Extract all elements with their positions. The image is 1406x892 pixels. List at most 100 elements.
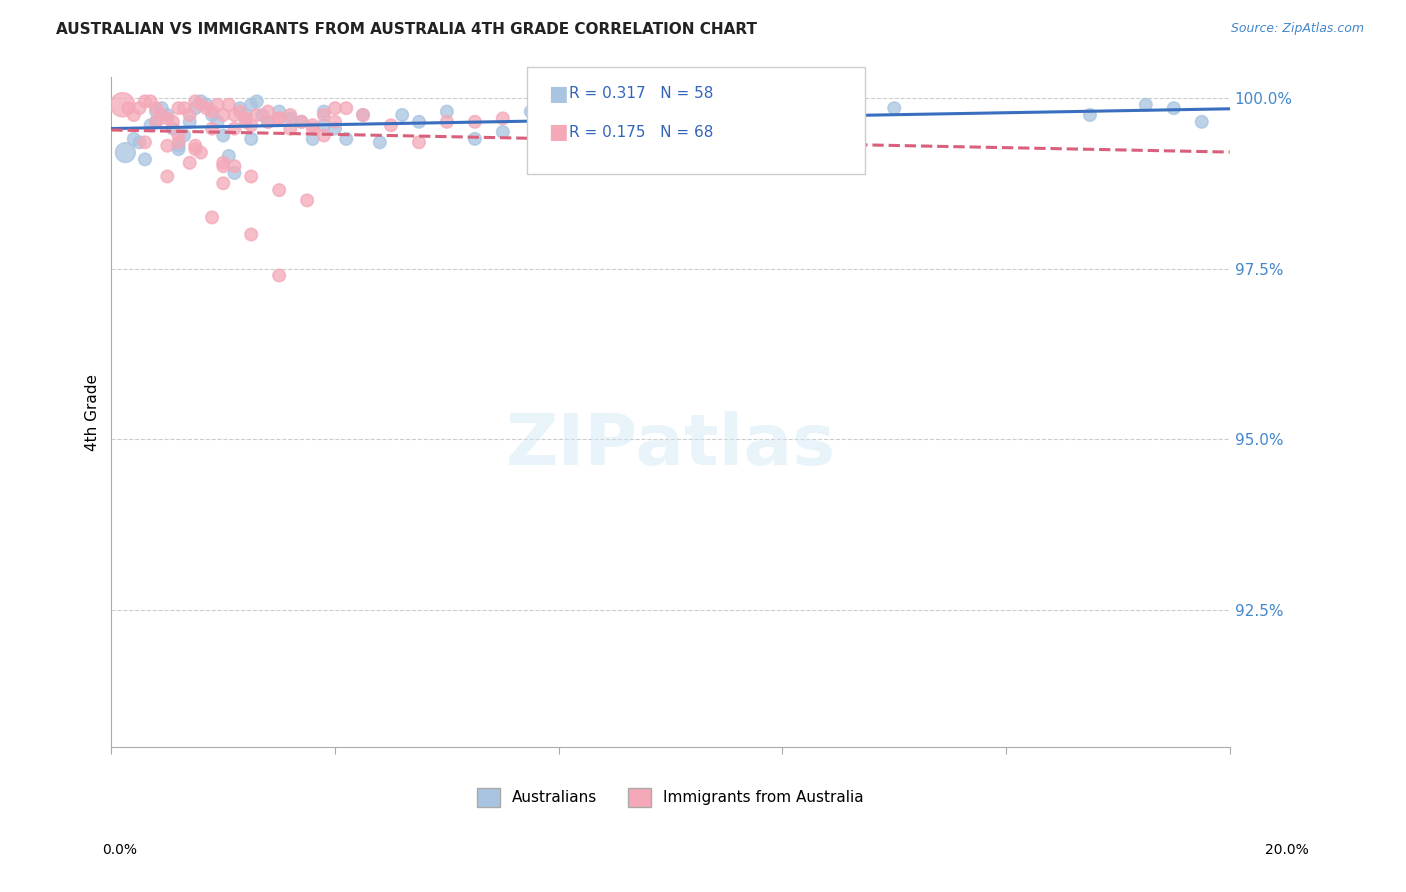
Point	[218, 149, 240, 163]
Point	[212, 128, 235, 143]
Point	[323, 101, 346, 115]
Point	[173, 128, 195, 143]
Point	[312, 128, 335, 143]
Point	[150, 108, 173, 122]
Point	[257, 115, 280, 129]
Point	[167, 128, 190, 143]
Point	[631, 128, 654, 143]
Point	[134, 136, 156, 150]
Point	[224, 166, 246, 180]
Point	[134, 153, 156, 167]
Point	[207, 97, 229, 112]
Point	[547, 112, 569, 126]
Point	[173, 101, 195, 115]
Point	[156, 169, 179, 184]
Point	[301, 132, 323, 146]
Point	[201, 104, 224, 119]
Point	[114, 145, 136, 160]
Text: ZIPatlas: ZIPatlas	[506, 411, 835, 480]
Point	[139, 118, 162, 132]
Point	[240, 227, 263, 242]
Text: 20.0%: 20.0%	[1264, 843, 1309, 857]
Point	[145, 115, 167, 129]
Point	[352, 108, 374, 122]
Point	[190, 95, 212, 109]
Point	[224, 108, 246, 122]
Point	[212, 108, 235, 122]
Point	[212, 156, 235, 170]
Point	[195, 101, 218, 115]
Point	[464, 132, 486, 146]
Point	[184, 138, 207, 153]
Point	[218, 97, 240, 112]
Point	[240, 97, 263, 112]
Point	[269, 112, 291, 126]
Point	[492, 125, 515, 139]
Point	[716, 104, 738, 119]
Point	[179, 108, 201, 122]
Point	[312, 104, 335, 119]
Legend: Australians, Immigrants from Australia: Australians, Immigrants from Australia	[471, 781, 870, 813]
Point	[280, 108, 302, 122]
Point	[246, 95, 269, 109]
Point	[145, 104, 167, 119]
Point	[240, 169, 263, 184]
Point	[156, 138, 179, 153]
Text: ■: ■	[548, 122, 568, 142]
Point	[257, 115, 280, 129]
Point	[408, 115, 430, 129]
Point	[352, 108, 374, 122]
Point	[1191, 115, 1213, 129]
Point	[391, 108, 413, 122]
Point	[575, 118, 598, 132]
Point	[201, 108, 224, 122]
Point	[212, 159, 235, 173]
Point	[603, 115, 626, 129]
Point	[257, 104, 280, 119]
Point	[368, 136, 391, 150]
Point	[883, 101, 905, 115]
Point	[520, 104, 543, 119]
Point	[827, 108, 849, 122]
Point	[128, 101, 150, 115]
Point	[167, 138, 190, 153]
Point	[117, 101, 139, 115]
Point	[269, 183, 291, 197]
Point	[207, 115, 229, 129]
Point	[122, 108, 145, 122]
Point	[464, 115, 486, 129]
Text: R = 0.175   N = 68: R = 0.175 N = 68	[569, 125, 714, 139]
Point	[167, 101, 190, 115]
Text: ■: ■	[548, 84, 568, 103]
Point	[312, 118, 335, 132]
Point	[167, 136, 190, 150]
Point	[246, 108, 269, 122]
Point	[290, 115, 312, 129]
Point	[295, 194, 318, 208]
Point	[659, 112, 682, 126]
Point	[235, 115, 257, 129]
Point	[252, 108, 274, 122]
Point	[212, 176, 235, 190]
Point	[190, 97, 212, 112]
Text: Source: ZipAtlas.com: Source: ZipAtlas.com	[1230, 22, 1364, 36]
Point	[134, 95, 156, 109]
Point	[1135, 97, 1157, 112]
Point	[162, 115, 184, 129]
Point	[162, 121, 184, 136]
Point	[280, 121, 302, 136]
Point	[323, 121, 346, 136]
Point	[195, 97, 218, 112]
Point	[179, 115, 201, 129]
Point	[145, 115, 167, 129]
Point	[492, 112, 515, 126]
Point	[150, 101, 173, 115]
Point	[301, 121, 323, 136]
Point	[111, 97, 134, 112]
Point	[201, 121, 224, 136]
Point	[335, 132, 357, 146]
Point	[224, 159, 246, 173]
Point	[139, 95, 162, 109]
Point	[179, 156, 201, 170]
Point	[235, 108, 257, 122]
